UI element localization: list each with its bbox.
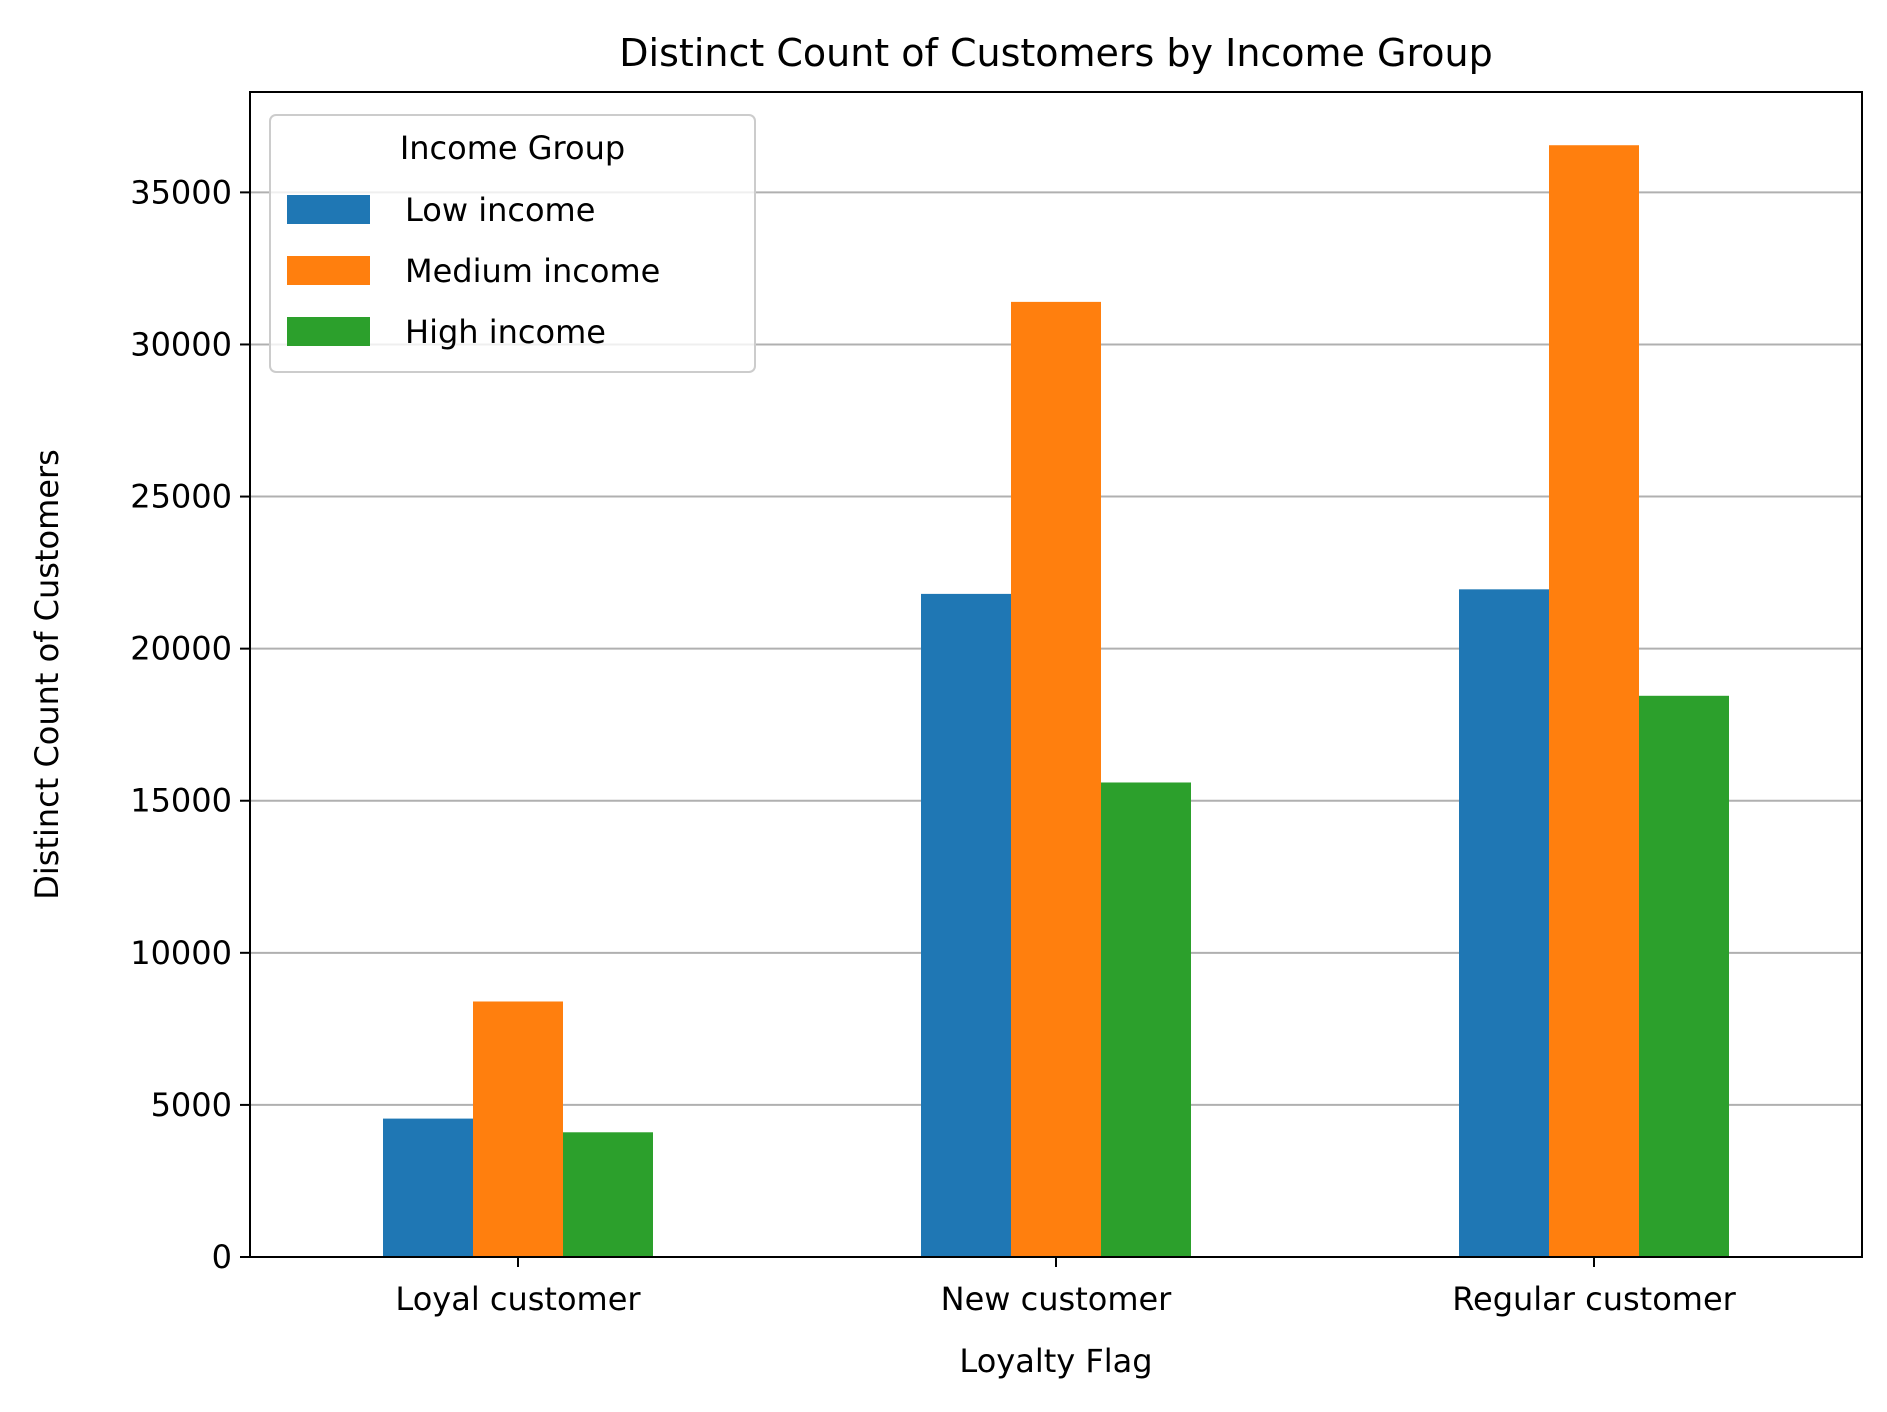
- chart-title: Distinct Count of Customers by Income Gr…: [619, 31, 1492, 75]
- y-tick-label: 0: [212, 1238, 232, 1276]
- bar: [563, 1132, 653, 1257]
- x-tick-label: New customer: [941, 1280, 1173, 1318]
- y-tick-label: 25000: [130, 478, 232, 516]
- bar: [1639, 695, 1729, 1257]
- legend-box: [269, 114, 756, 373]
- bar: [1101, 782, 1191, 1257]
- legend-label: High income: [405, 313, 606, 351]
- bar: [473, 1001, 563, 1257]
- y-tick-label: 30000: [130, 325, 232, 363]
- y-tick-label: 5000: [151, 1086, 232, 1124]
- x-axis: Loyal customer New customer Regular custom…: [395, 1257, 1737, 1318]
- bars: [383, 145, 1729, 1257]
- legend-swatch: [287, 256, 370, 285]
- y-tick-label: 10000: [130, 934, 232, 972]
- legend-swatch: [287, 317, 370, 346]
- y-tick-label: 15000: [130, 782, 232, 820]
- x-tick-label: Regular customer: [1452, 1280, 1736, 1318]
- legend-label: Low income: [405, 191, 595, 229]
- bar: [1549, 145, 1639, 1257]
- legend: Income Group Low income Medium income High…: [269, 114, 756, 373]
- bar: [921, 593, 1011, 1257]
- legend-label: Medium income: [405, 252, 660, 290]
- y-tick-label: 20000: [130, 630, 232, 668]
- y-tick-label: 35000: [130, 173, 232, 211]
- x-tick-label: Loyal customer: [395, 1280, 641, 1318]
- bar: [383, 1118, 473, 1257]
- x-axis-label: Loyalty Flag: [959, 1342, 1152, 1380]
- legend-swatch: [287, 195, 370, 224]
- y-axis: 0 5000 10000 15000 20000 25000 30000 35000: [130, 173, 250, 1276]
- y-axis-label: Distinct Count of Customers: [28, 449, 66, 900]
- bar: [1459, 589, 1549, 1257]
- legend-title: Income Group: [400, 129, 625, 167]
- bar: [1011, 301, 1101, 1257]
